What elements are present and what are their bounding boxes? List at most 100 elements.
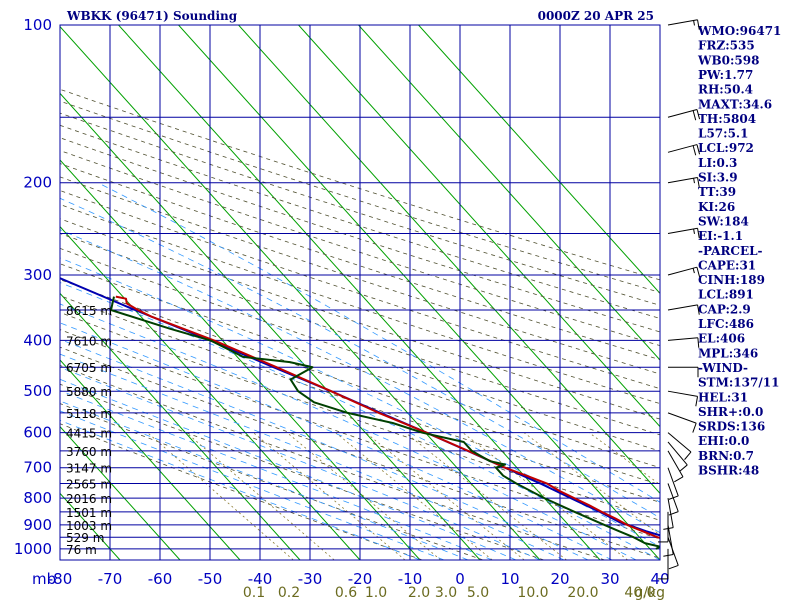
wind-barb — [667, 450, 684, 483]
isotherm-line — [118, 25, 601, 560]
wind-barb — [667, 109, 701, 121]
sounding-index-label: MPL:346 — [698, 346, 758, 360]
height-label: 5880 m — [66, 385, 112, 399]
sounding-index-label: BRN:0.7 — [698, 449, 754, 463]
height-label: 7610 m — [66, 334, 112, 348]
plot-frame — [59, 24, 661, 561]
height-label: 3760 m — [66, 445, 112, 459]
pressure-tick-label: 300 — [23, 266, 52, 284]
dry-adiabat-line — [60, 232, 660, 436]
temperature-tick-label: -20 — [348, 570, 373, 588]
height-label: 6705 m — [66, 361, 112, 375]
pressure-tick-label: 500 — [23, 382, 52, 400]
dry-adiabat-line — [60, 279, 660, 486]
temperature-tick-label: -10 — [398, 570, 423, 588]
isotherm-line — [60, 292, 301, 560]
sounding-index-label: EHI:0.0 — [698, 434, 749, 448]
mixing-ratio-line — [147, 432, 294, 560]
temperature-tick-label: -60 — [148, 570, 173, 588]
mixing-ratio-line — [365, 432, 525, 560]
wind-barb — [667, 412, 697, 433]
mixing-ratio-label: 0.2 — [278, 585, 300, 600]
dry-adiabat-line — [60, 295, 660, 503]
moist-adiabat-line — [60, 197, 660, 519]
pressure-unit-label: mb — [32, 570, 56, 588]
sounding-index-label: -WIND- — [698, 361, 748, 375]
moist-adiabat-line — [60, 338, 589, 560]
height-label: 529 m — [66, 531, 104, 545]
height-label: 1003 m — [66, 519, 112, 533]
height-label: 4415 m — [66, 427, 112, 441]
isotherm-line — [358, 25, 660, 361]
moist-adiabat-line — [60, 282, 660, 560]
sounding-index-label: -PARCEL- — [698, 244, 763, 258]
moist-adiabat-line — [60, 303, 637, 560]
pressure-tick-label: 400 — [23, 331, 52, 349]
mixing-ratio-label: 10.0 — [517, 585, 548, 600]
height-label: 3147 m — [66, 462, 112, 476]
mixing-ratio-line — [335, 432, 493, 560]
sounding-index-label: WB0:598 — [697, 53, 759, 67]
mixing-ratio-line — [405, 432, 567, 560]
sounding-index-label: LI:0.3 — [698, 156, 737, 170]
height-label: 2016 m — [66, 492, 112, 506]
dry-adiabat-line — [60, 311, 660, 521]
dry-adiabat-line — [60, 247, 660, 452]
mixing-ratio-label: 1.0 — [365, 585, 387, 600]
plot-area — [60, 25, 660, 560]
sounding-index-label: PW:1.77 — [698, 68, 753, 82]
dry-adiabat-line — [60, 112, 660, 306]
isotherm-line — [60, 559, 61, 560]
isotherm-line — [60, 25, 541, 560]
wind-barb — [667, 441, 688, 472]
wind-barb — [668, 366, 699, 378]
moist-adiabat-line — [60, 410, 445, 560]
sounding-index-label: CINH:189 — [698, 273, 765, 287]
wind-barb — [667, 390, 699, 407]
pressure-tick-label: 1000 — [14, 540, 52, 558]
wind-barb — [667, 304, 700, 315]
temperature-tick-label: 10 — [500, 570, 519, 588]
sounding-index-label: STM:137/11 — [698, 376, 779, 390]
moist-adiabat-line — [60, 419, 421, 560]
dry-adiabat-line — [60, 88, 660, 281]
pressure-tick-label: 900 — [23, 516, 52, 534]
wind-barb — [667, 537, 679, 570]
mixing-ratio-label: 40.0 — [624, 585, 655, 600]
dry-adiabat-line — [60, 137, 660, 333]
height-label: 76 m — [66, 543, 97, 557]
temperature-tick-label: -80 — [48, 570, 73, 588]
dry-adiabat-line — [60, 346, 660, 559]
temperature-tick-label: -30 — [298, 570, 323, 588]
sounding-index-label: CAPE:31 — [698, 258, 756, 272]
sounding-index-label: SW:184 — [698, 214, 749, 228]
dry-adiabat-line — [60, 176, 660, 375]
isotherm-line — [60, 225, 361, 560]
wind-barb — [667, 337, 700, 348]
mixing-ratio-label: 0.1 — [243, 585, 265, 600]
wind-barb — [667, 266, 701, 277]
mixing-ratio-unit-label: g/kg — [634, 585, 665, 600]
temperature-trace-line — [115, 295, 660, 539]
height-label: 2565 m — [66, 477, 112, 491]
moist-adiabat-line — [60, 257, 660, 548]
sounding-index-label: HEL:31 — [698, 390, 748, 404]
sounding-index-label: FRZ:535 — [698, 39, 755, 53]
isotherm-line — [298, 25, 660, 428]
pressure-tick-label: 600 — [23, 424, 52, 442]
dry-adiabat-line — [60, 204, 660, 405]
moist-adiabat-line — [97, 182, 660, 503]
sounding-index-label: SHR+:0.0 — [698, 405, 763, 419]
mixing-ratio-line — [286, 432, 441, 560]
dry-adiabat-line — [60, 263, 660, 469]
mixing-ratio-label: 20.0 — [567, 585, 598, 600]
temperature-tick-label: -40 — [248, 570, 273, 588]
pressure-tick-label: 100 — [23, 16, 52, 34]
station-title: WBKK (96471) Sounding — [66, 9, 238, 23]
sounding-index-label: MAXT:34.6 — [698, 97, 772, 111]
wind-barb — [667, 467, 679, 500]
moist-adiabat-line — [60, 366, 541, 560]
height-label: 5118 m — [66, 407, 112, 421]
mixing-ratio-label: 2.0 — [408, 585, 430, 600]
